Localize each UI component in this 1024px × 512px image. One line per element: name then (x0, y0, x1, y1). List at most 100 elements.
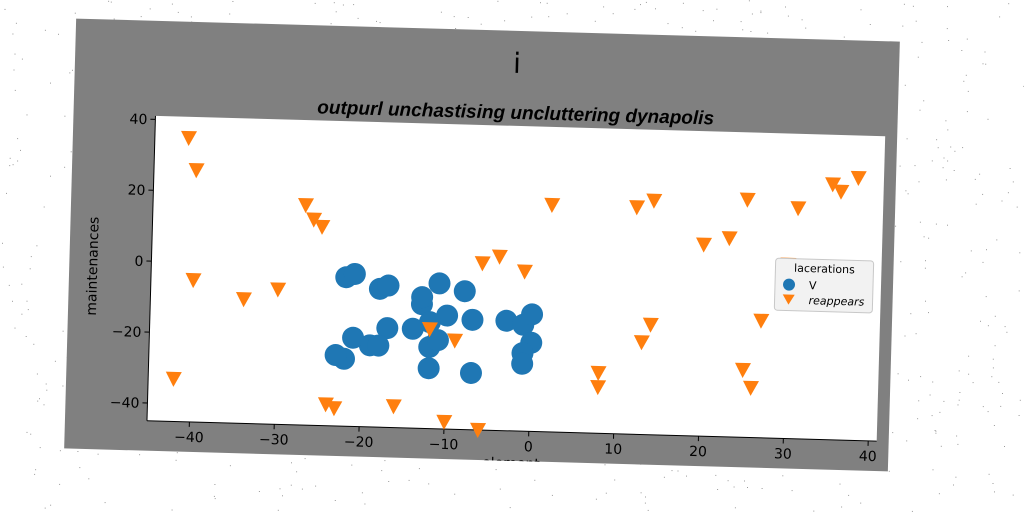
noise-speck (171, 509, 173, 511)
scatter-point-reappears (696, 237, 713, 253)
noise-speck (839, 483, 841, 485)
noise-speck (301, 488, 303, 490)
noise-speck (785, 6, 786, 8)
noise-speck (12, 300, 13, 302)
noise-speck (908, 379, 909, 381)
noise-speck (594, 20, 596, 22)
noise-speck (663, 476, 665, 478)
noise-speck (467, 17, 469, 18)
noise-speck (44, 29, 46, 31)
noise-speck (39, 398, 40, 400)
noise-speck (787, 15, 789, 17)
noise-speck (906, 138, 908, 140)
noise-speck (595, 498, 597, 500)
noise-speck (963, 80, 965, 82)
noise-speck (58, 33, 59, 35)
data-points (165, 130, 867, 438)
scatter-point-reappears (590, 365, 607, 382)
noise-speck (954, 150, 956, 152)
noise-speck (64, 115, 66, 117)
noise-speck (813, 510, 815, 512)
noise-speck (36, 245, 38, 247)
x-axis-line (146, 420, 877, 442)
noise-speck (45, 383, 47, 385)
noise-speck (190, 16, 192, 18)
noise-speck (277, 509, 279, 511)
x-tick-label: −30 (259, 432, 289, 449)
noise-speck (497, 0, 499, 2)
noise-speck (782, 475, 784, 477)
noise-speck (43, 206, 45, 208)
noise-speck (17, 138, 19, 140)
noise-speck (171, 3, 173, 5)
y-tick-label: −20 (112, 324, 142, 341)
noise-speck (384, 460, 386, 462)
noise-speck (987, 325, 989, 327)
scatter-point-v (324, 344, 347, 367)
noise-speck (25, 336, 27, 337)
noise-speck (2, 242, 3, 244)
noise-speck (982, 63, 984, 65)
scatter-point-reappears (470, 422, 487, 438)
noise-speck (992, 367, 994, 369)
scatter-point-reappears (436, 414, 453, 430)
noise-speck (931, 415, 933, 417)
scatter-point-v (495, 309, 518, 332)
noise-speck (640, 492, 642, 494)
y-axis-label: maintenances (84, 216, 103, 315)
noise-speck (1000, 405, 1002, 407)
noise-speck (956, 435, 958, 437)
noise-speck (924, 267, 926, 269)
noise-speck (21, 283, 23, 285)
noise-speck (929, 394, 931, 396)
noise-speck (987, 118, 989, 120)
noise-speck (77, 451, 79, 452)
noise-speck (34, 473, 36, 475)
noise-speck (919, 221, 921, 223)
noise-speck (645, 496, 646, 498)
noise-speck (408, 479, 410, 481)
noise-speck (644, 502, 646, 504)
scatter-point-reappears (739, 192, 756, 208)
noise-speck (992, 358, 994, 360)
noise-speck (29, 268, 31, 270)
noise-speck (902, 25, 904, 27)
noise-speck (30, 256, 32, 258)
noise-speck (747, 487, 748, 488)
noise-speck (1006, 331, 1008, 333)
noise-speck (232, 1, 234, 2)
scatter-point-reappears (629, 200, 646, 216)
noise-speck (79, 467, 81, 469)
noise-speck (634, 8, 636, 10)
noise-speck (979, 173, 981, 175)
noise-speck (548, 16, 550, 18)
noise-speck (767, 32, 769, 34)
noise-speck (258, 491, 260, 492)
x-tick-label: 40 (859, 449, 877, 465)
noise-speck (108, 0, 110, 2)
noise-speck (984, 51, 986, 53)
noise-speck (860, 502, 862, 504)
scatter-point-v (436, 304, 459, 327)
legend-box (773, 257, 875, 314)
noise-speck (988, 473, 990, 475)
scatter-point-reappears (642, 317, 659, 333)
noise-speck (20, 149, 21, 151)
noise-speck (848, 494, 850, 496)
noise-speck (495, 469, 497, 471)
noise-speck (1008, 3, 1010, 5)
noise-speck (43, 404, 45, 406)
noise-speck (175, 459, 177, 461)
noise-speck (353, 4, 355, 6)
noise-speck (843, 36, 845, 38)
noise-speck (74, 12, 76, 14)
noise-speck (59, 450, 61, 452)
noise-speck (841, 506, 843, 508)
noise-speck (982, 261, 984, 263)
noise-speck (915, 333, 917, 335)
noise-speck (686, 475, 687, 477)
noise-speck (667, 23, 669, 25)
scatter-point-reappears (491, 249, 508, 265)
noise-speck (965, 74, 967, 76)
noise-speck (986, 249, 987, 251)
